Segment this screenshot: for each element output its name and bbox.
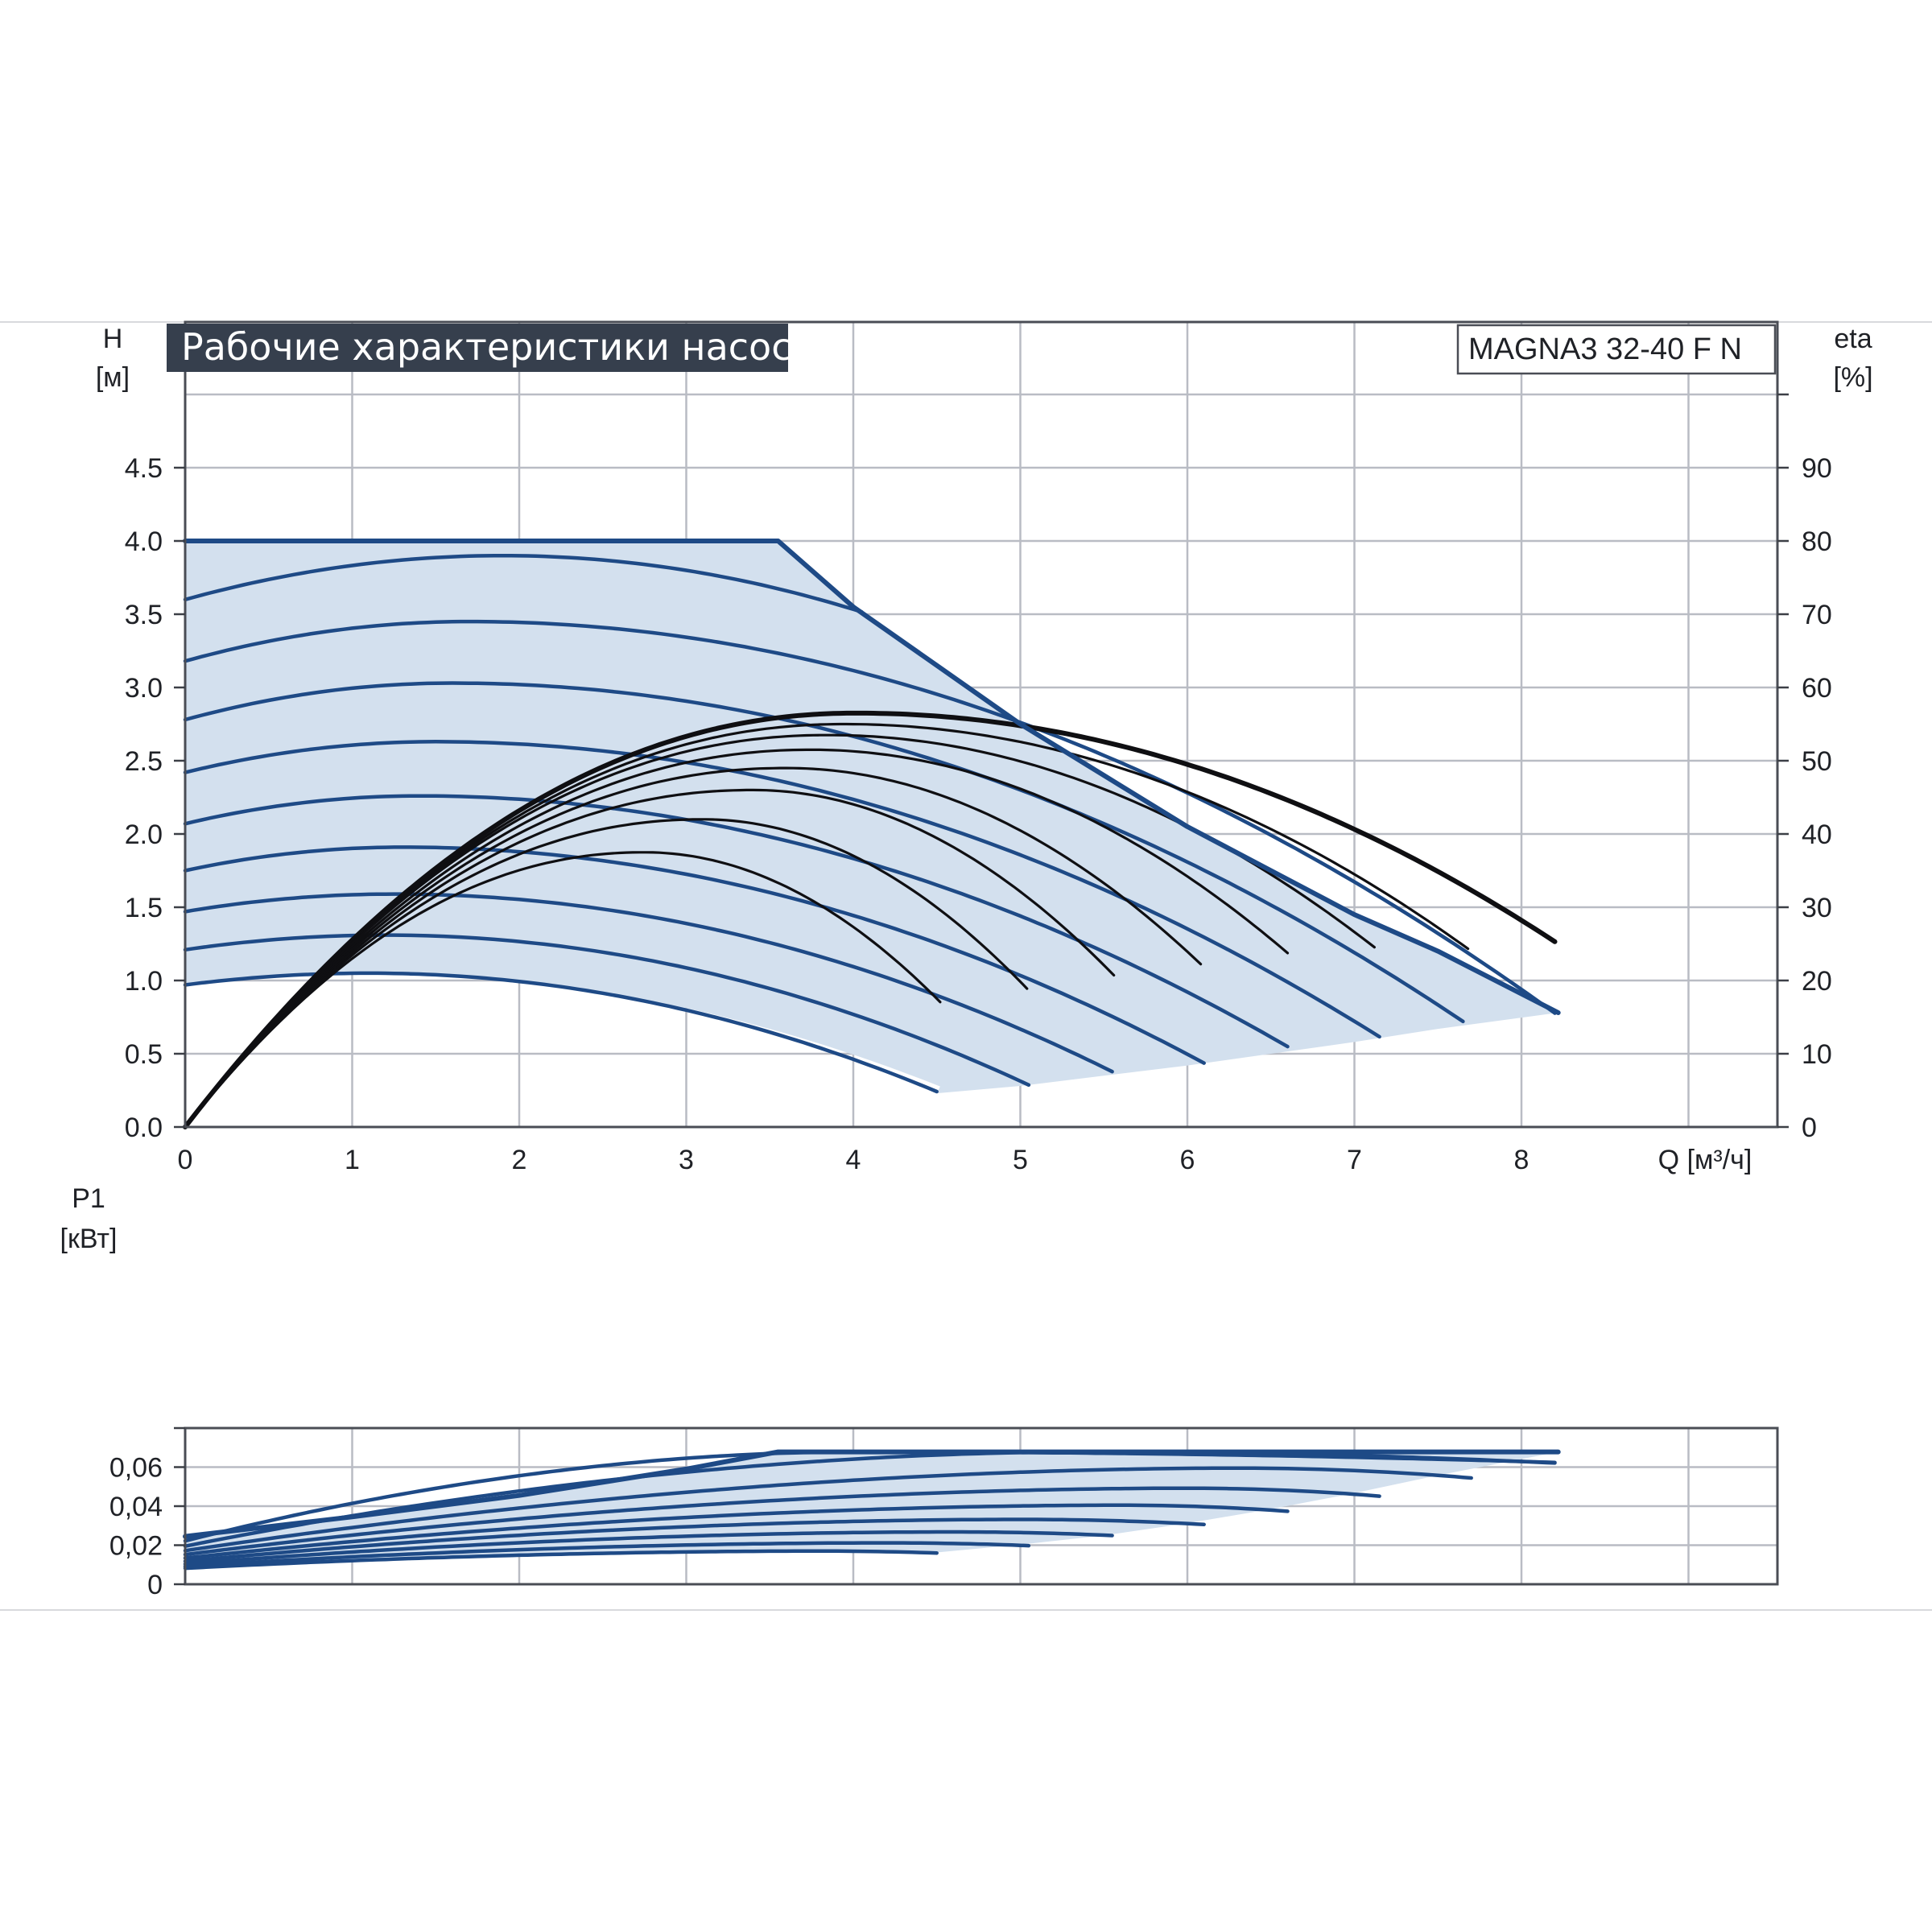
power-axes: 0 0,02 0,04 0,06 <box>109 1426 1779 1600</box>
y-axis-unit: [м] <box>96 362 130 393</box>
y-tick-label: 2.5 <box>125 746 163 777</box>
y2-tick-label: 80 <box>1802 526 1832 557</box>
x-tick-label: 8 <box>1514 1145 1530 1175</box>
efficiency-curve <box>184 788 1116 1129</box>
y-tick-label: 0.0 <box>125 1113 163 1143</box>
head-curve <box>183 553 864 614</box>
y2-tick-label: 30 <box>1802 893 1832 923</box>
x-tick-label: 4 <box>846 1145 861 1175</box>
y-tick-label: 4.5 <box>125 453 163 484</box>
efficiency-curve <box>184 818 1029 1129</box>
y-tick-label: 1.0 <box>125 966 163 997</box>
y-tick-label: 3.5 <box>125 600 163 630</box>
x-tick-label: 3 <box>679 1145 694 1175</box>
y-axis-label: H <box>103 324 123 354</box>
power-curve <box>183 1530 1114 1567</box>
head-max-boundary <box>183 539 1561 1015</box>
efficiency-curve <box>183 710 1558 1129</box>
p-tick-label: 0,04 <box>109 1492 163 1522</box>
y2-tick-label: 70 <box>1802 600 1832 630</box>
power-curve <box>183 1503 1290 1560</box>
head-chart: 0.00.51.01.52.02.53.03.54.04.50102030405… <box>125 320 1832 1175</box>
efficiency-curve <box>184 851 942 1129</box>
head-curves <box>183 553 1557 1094</box>
head-axes: 0.00.51.01.52.02.53.03.54.04.50102030405… <box>125 320 1832 1175</box>
x-tick-label: 2 <box>512 1145 527 1175</box>
y2-tick-label: 20 <box>1802 966 1832 997</box>
p1-axis-unit: [кВт] <box>60 1224 118 1254</box>
head-curve <box>183 933 1031 1088</box>
power-curve <box>183 1517 1206 1563</box>
x-tick-label: 7 <box>1347 1145 1362 1175</box>
power-max-curve <box>183 1449 1561 1539</box>
y-tick-label: 4.0 <box>125 526 163 557</box>
y2-tick-label: 40 <box>1802 819 1832 850</box>
chart-title-badge <box>167 324 788 372</box>
power-curve <box>183 1486 1381 1557</box>
head-envelope-area <box>185 541 1558 1094</box>
y2-tick-label: 0 <box>1802 1113 1817 1143</box>
head-curve <box>183 971 939 1094</box>
y-tick-label: 0.5 <box>125 1039 163 1070</box>
power-curve <box>183 1450 1557 1548</box>
y-tick-label: 1.5 <box>125 893 163 923</box>
x-tick-label: 1 <box>345 1145 360 1175</box>
model-box <box>1456 324 1777 375</box>
head-envelope <box>185 541 1558 1094</box>
power-curve <box>183 1466 1473 1553</box>
efficiency-curve <box>184 722 1470 1129</box>
p-tick-label: 0,02 <box>109 1531 163 1562</box>
y-tick-label: 3.0 <box>125 673 163 704</box>
y2-tick-label: 90 <box>1802 453 1832 484</box>
head-frame <box>184 320 1779 1129</box>
x-tick-label: 5 <box>1013 1145 1028 1175</box>
p1-axis-label: P1 <box>72 1183 105 1214</box>
x-axis-label: Q [м³/ч] <box>1658 1145 1752 1175</box>
power-chart: 0 0,02 0,04 0,06 <box>109 1426 1779 1600</box>
efficiency-curve <box>184 766 1203 1129</box>
power-curve <box>183 1541 1031 1568</box>
y-tick-label: 2.0 <box>125 819 163 850</box>
y2-axis-unit: [%] <box>1833 362 1872 393</box>
efficiency-curve <box>184 748 1290 1129</box>
head-curve <box>183 740 1381 1039</box>
p-tick-label: 0,06 <box>109 1453 163 1484</box>
chart-title: Рабочие характеристики насоса <box>181 325 815 369</box>
power-curves <box>183 1449 1561 1571</box>
head-max-curve <box>183 539 1561 1015</box>
head-curve <box>183 681 1465 1024</box>
efficiency-curves <box>183 710 1558 1129</box>
x-tick-label: 6 <box>1180 1145 1195 1175</box>
y2-tick-label: 10 <box>1802 1039 1832 1070</box>
y2-tick-label: 60 <box>1802 673 1832 704</box>
head-curve <box>183 619 1557 1015</box>
p-tick-label: 0 <box>147 1570 163 1600</box>
head-curve <box>183 794 1290 1049</box>
y2-axis-label: eta <box>1834 324 1872 354</box>
model-label: MAGNA3 32-40 F N <box>1468 332 1742 366</box>
y2-tick-label: 50 <box>1802 746 1832 777</box>
head-curve <box>183 845 1206 1065</box>
head-curve <box>183 892 1114 1074</box>
x-tick-label: 0 <box>178 1145 193 1175</box>
power-curve <box>183 1549 939 1571</box>
